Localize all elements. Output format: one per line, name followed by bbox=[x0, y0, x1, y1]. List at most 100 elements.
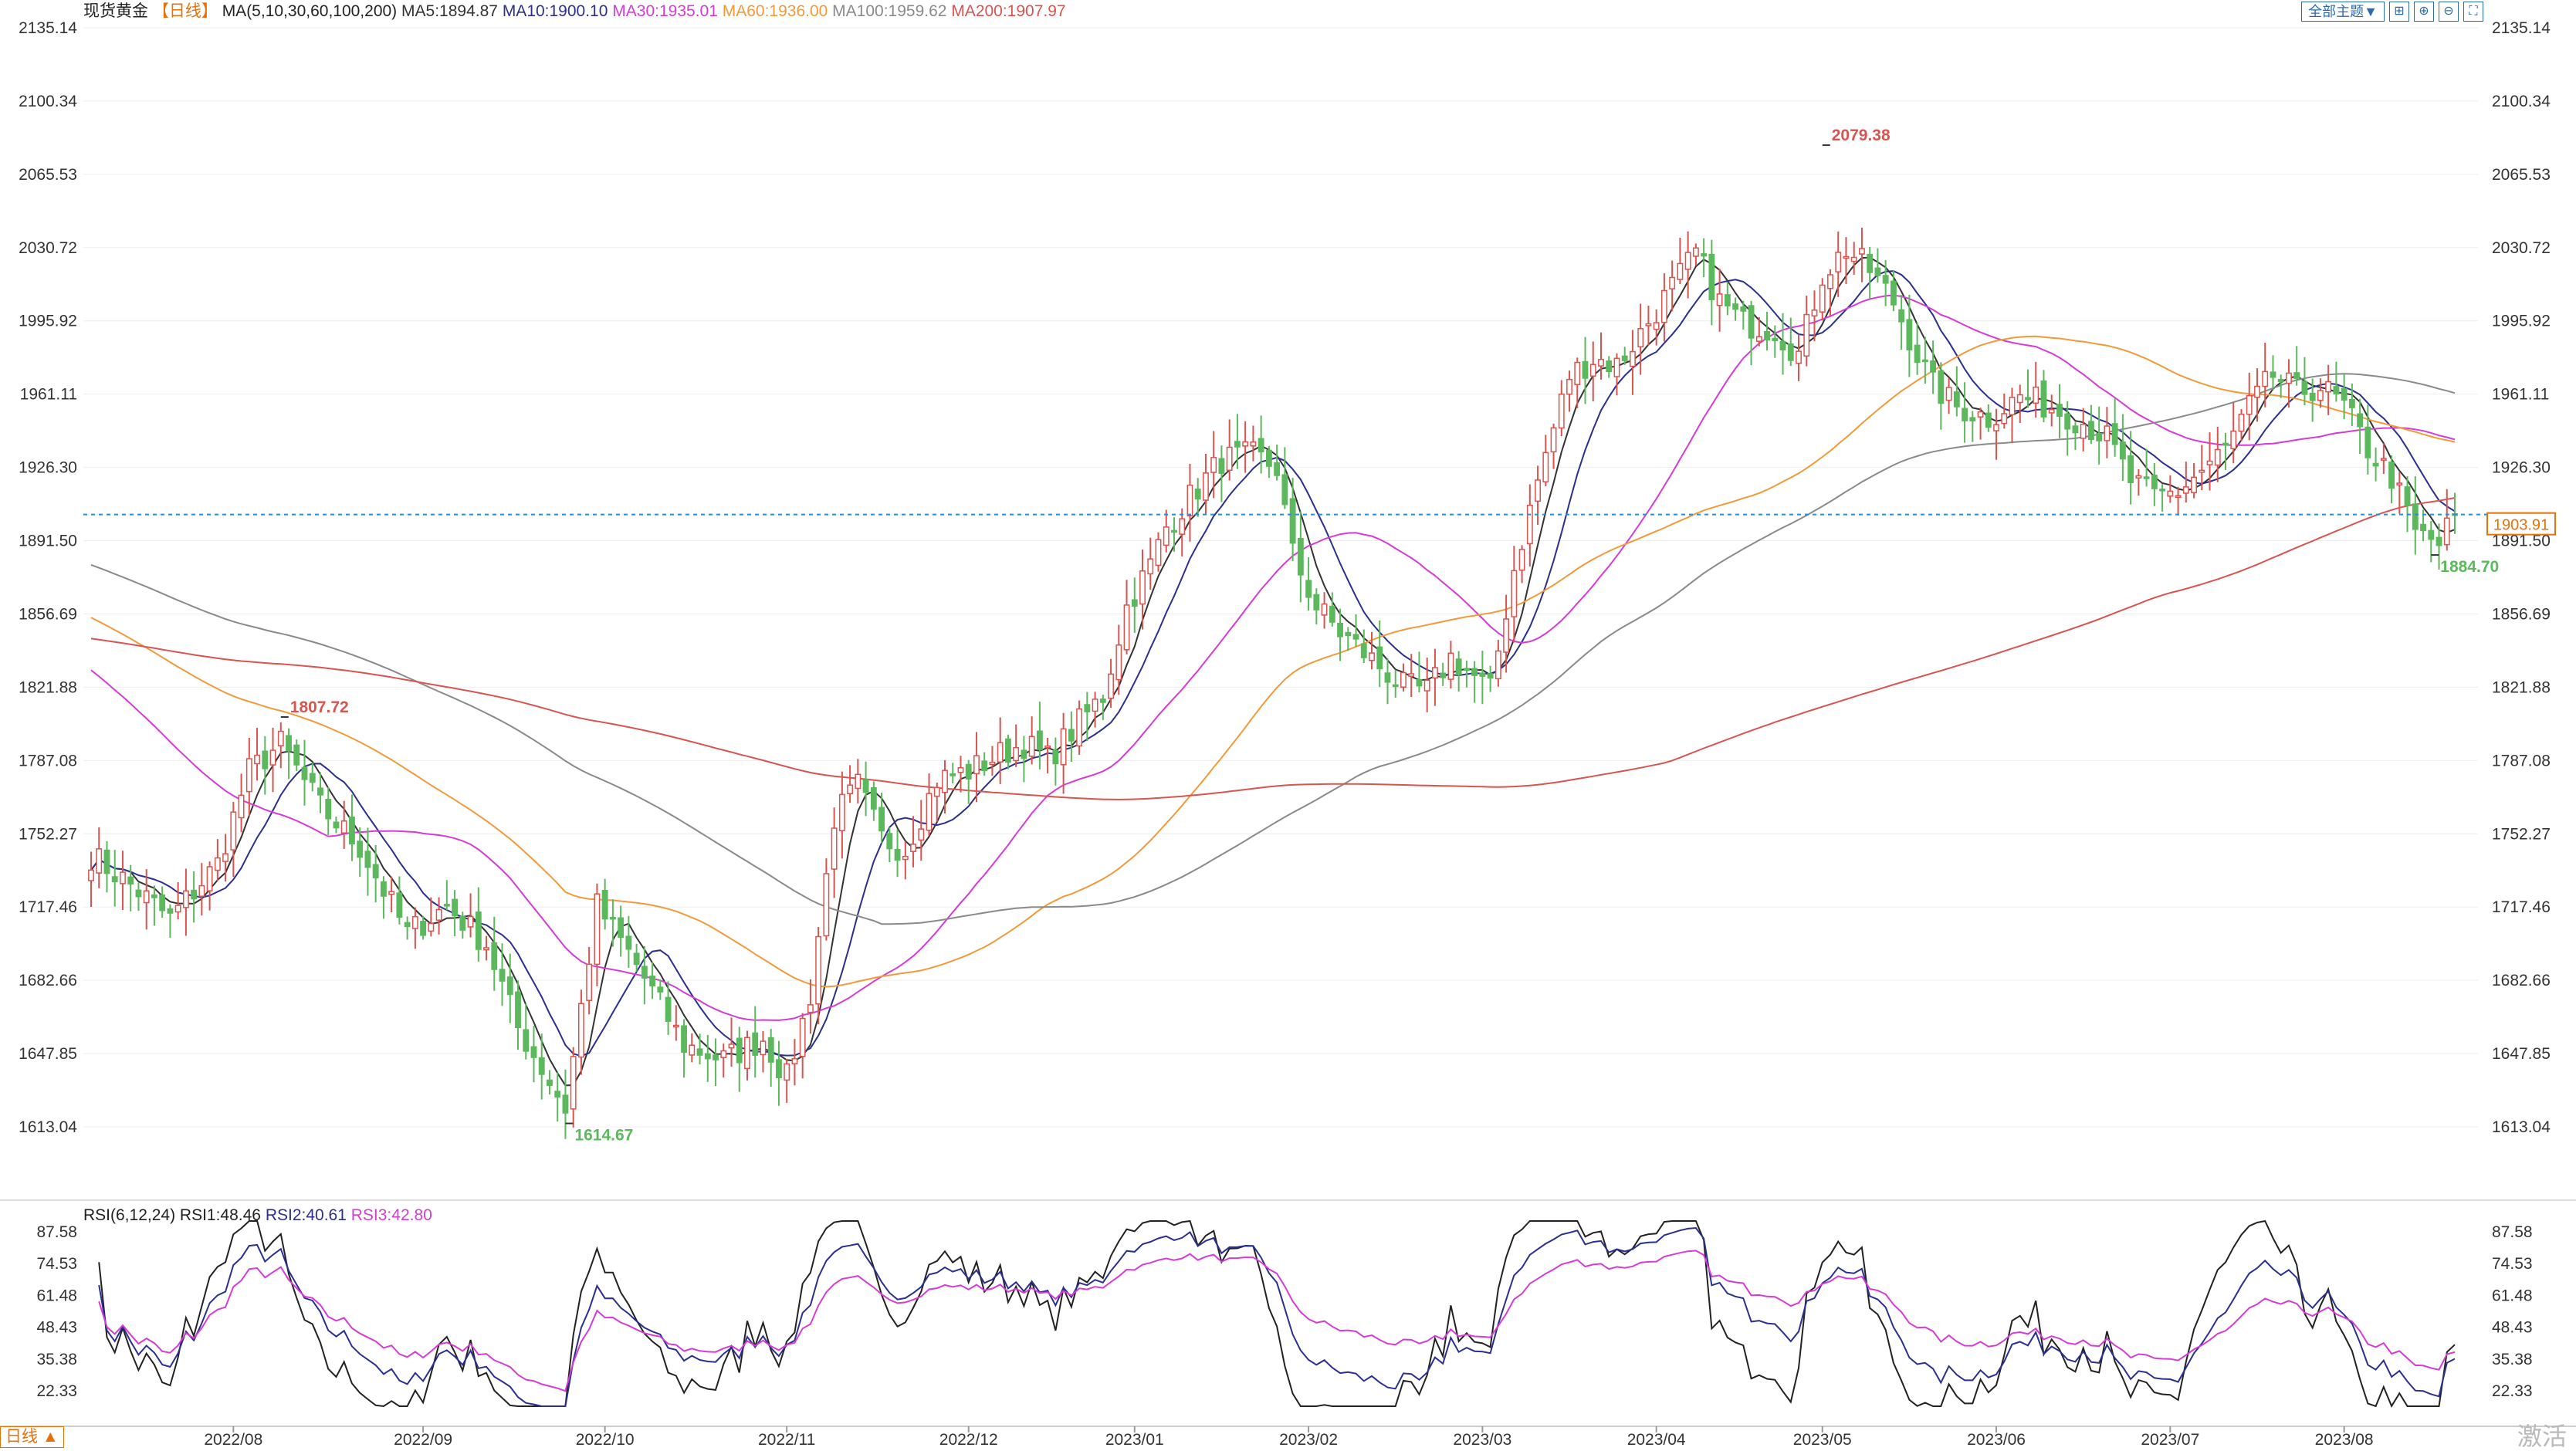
candle bbox=[1827, 269, 1833, 316]
candle bbox=[672, 1005, 679, 1041]
candle bbox=[973, 732, 980, 803]
candle-body bbox=[191, 889, 198, 900]
candle bbox=[681, 1019, 687, 1078]
candle-body bbox=[1613, 357, 1620, 377]
crosshair-icon[interactable]: ⊞ bbox=[2389, 2, 2409, 22]
candle bbox=[1653, 309, 1660, 346]
candle bbox=[111, 850, 118, 907]
candle-body bbox=[1755, 336, 1762, 342]
candle bbox=[506, 953, 513, 1023]
candle-body bbox=[760, 1040, 767, 1056]
candle bbox=[1099, 694, 1106, 721]
price-tick-label-left: 1682.66 bbox=[19, 972, 77, 989]
extreme-label: 1807.72 bbox=[290, 698, 349, 716]
candle-body bbox=[1392, 684, 1399, 688]
ma-line-ma60 bbox=[90, 335, 2456, 988]
candle bbox=[1021, 736, 1027, 783]
candle-body bbox=[1021, 749, 1027, 759]
rsi-tick-label-left: 48.43 bbox=[36, 1319, 77, 1337]
candle bbox=[206, 861, 213, 911]
fullscreen-icon[interactable]: ⛶ bbox=[2463, 2, 2483, 22]
rsi-label[interactable]: RSI(6,12,24) bbox=[83, 1206, 176, 1224]
candle-body bbox=[1921, 359, 1928, 363]
candle-body bbox=[1313, 594, 1320, 611]
candle bbox=[1423, 658, 1430, 712]
candle bbox=[2428, 521, 2435, 563]
candle bbox=[933, 782, 940, 822]
candle-body bbox=[1250, 441, 1257, 447]
candle-body bbox=[2230, 430, 2237, 450]
candle-body bbox=[1724, 294, 1731, 306]
current-price-label: 1903.91 bbox=[2493, 517, 2549, 534]
candle bbox=[1479, 651, 1486, 705]
candle bbox=[926, 773, 933, 836]
candle bbox=[277, 722, 284, 769]
theme-dropdown[interactable]: 全部主题▼ bbox=[2301, 2, 2385, 22]
candle-body bbox=[1005, 738, 1011, 763]
zoom-out-icon[interactable]: ⊖ bbox=[2439, 2, 2459, 22]
candle-body bbox=[1503, 618, 1510, 653]
candle bbox=[2348, 383, 2355, 427]
candle-body bbox=[1589, 364, 1596, 377]
candle-body bbox=[594, 893, 601, 966]
candle-body bbox=[1060, 728, 1067, 766]
candle-body bbox=[1123, 604, 1130, 651]
candle bbox=[1400, 663, 1406, 692]
candle bbox=[2246, 372, 2253, 441]
period-selector[interactable]: 日线 ▲ bbox=[0, 1426, 64, 1448]
candle-body bbox=[625, 935, 632, 950]
candle-body bbox=[862, 780, 869, 793]
candle-body bbox=[1369, 652, 1375, 661]
candle bbox=[1914, 322, 1921, 375]
candle bbox=[1606, 356, 1613, 378]
candle bbox=[1669, 260, 1676, 312]
candle-body bbox=[182, 890, 189, 908]
candle-body bbox=[1155, 539, 1162, 567]
candle-body bbox=[143, 890, 150, 904]
candle bbox=[2238, 409, 2245, 441]
candle bbox=[1155, 532, 1162, 572]
candle bbox=[1487, 665, 1494, 692]
zoom-in-icon[interactable]: ⊕ bbox=[2414, 2, 2434, 22]
candle bbox=[625, 915, 632, 968]
candle bbox=[2309, 378, 2316, 422]
candle-body bbox=[2025, 397, 2031, 401]
candle bbox=[1179, 508, 1186, 556]
candle-body bbox=[910, 844, 916, 852]
candle-body bbox=[1305, 580, 1312, 598]
candle bbox=[2072, 421, 2079, 451]
candle bbox=[1005, 734, 1011, 769]
candle-body bbox=[1898, 309, 1905, 323]
price-tick-label-right: 1717.46 bbox=[2492, 898, 2551, 916]
candle bbox=[1123, 580, 1130, 654]
candle-body bbox=[325, 799, 332, 820]
candle-body bbox=[1345, 631, 1352, 637]
candle bbox=[728, 1017, 735, 1067]
ma30-value: MA30:1935.01 bbox=[612, 2, 718, 20]
candle-body bbox=[238, 794, 245, 819]
candle bbox=[1171, 517, 1177, 552]
candle-body bbox=[2033, 386, 2039, 404]
candle-body bbox=[1163, 526, 1170, 546]
extreme-label: 2079.38 bbox=[1832, 127, 1891, 144]
candle bbox=[1550, 423, 1557, 469]
candle-body bbox=[428, 922, 435, 932]
candle bbox=[547, 1070, 553, 1095]
candle bbox=[807, 979, 814, 1034]
candle bbox=[182, 868, 189, 936]
candle-body bbox=[1400, 671, 1406, 688]
ma10-value: MA10:1900.10 bbox=[502, 2, 608, 20]
candle-body bbox=[2348, 398, 2355, 408]
candle bbox=[396, 876, 403, 925]
candle bbox=[665, 981, 672, 1035]
price-tick-label-right: 1926.30 bbox=[2492, 459, 2551, 477]
ma-label[interactable]: MA(5,10,30,60,100,200) bbox=[222, 2, 398, 20]
candle-body bbox=[2167, 490, 2174, 497]
candle bbox=[2404, 475, 2411, 533]
candle-body bbox=[254, 754, 260, 765]
annotation-layer: 1903.91 1807.72 1614.67 2079.38 1884.70 bbox=[83, 127, 2556, 1145]
candle-body bbox=[1494, 650, 1501, 680]
candle-body bbox=[1242, 441, 1249, 447]
time-tick-label: 2023/01 bbox=[1105, 1431, 1164, 1449]
